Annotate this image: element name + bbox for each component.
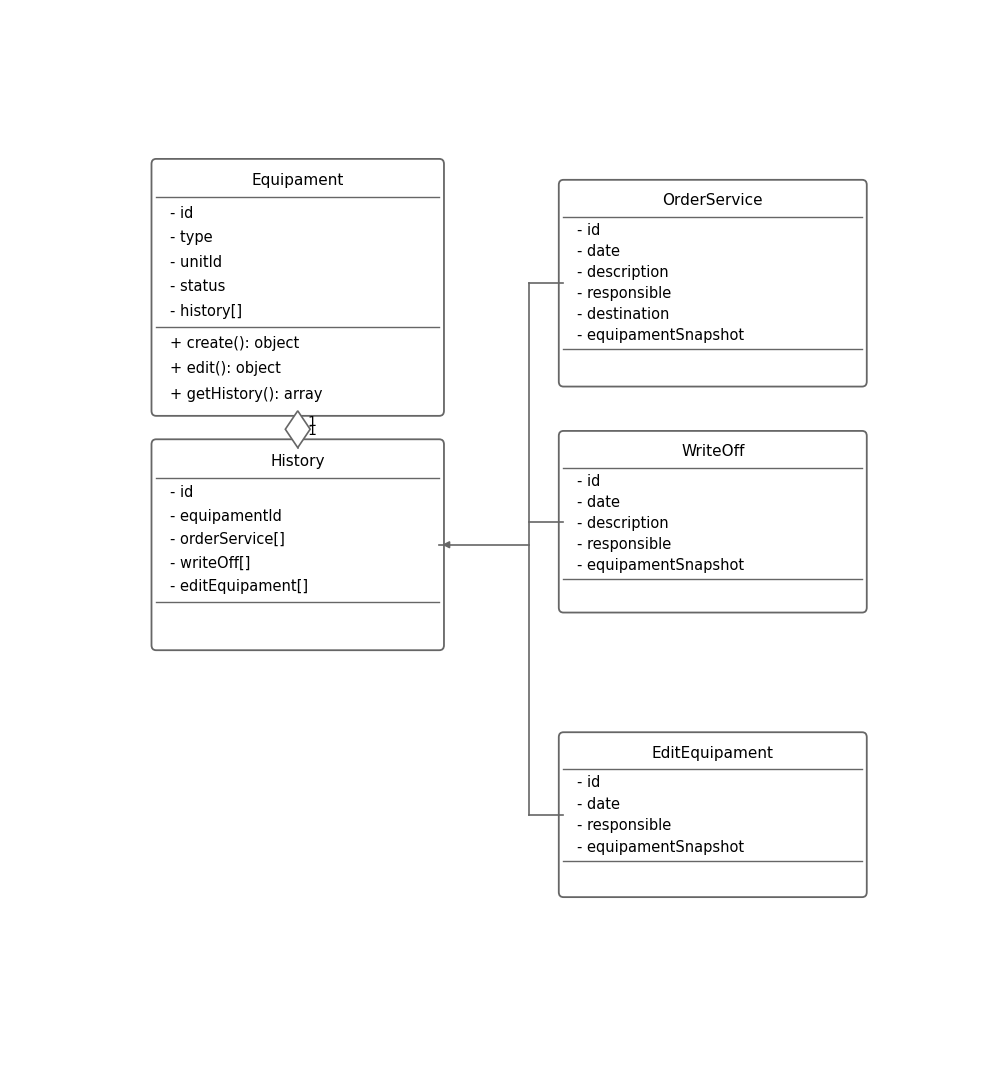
Text: - id: - id	[578, 223, 601, 238]
Text: - description: - description	[578, 516, 669, 530]
Text: - equipamentSnapshot: - equipamentSnapshot	[578, 840, 745, 854]
Text: - equipamentSnapshot: - equipamentSnapshot	[578, 558, 745, 573]
FancyBboxPatch shape	[559, 430, 867, 613]
Text: - history[]: - history[]	[170, 303, 242, 318]
Text: - responsible: - responsible	[578, 286, 672, 301]
Text: - destination: - destination	[578, 307, 670, 322]
Text: - responsible: - responsible	[578, 819, 672, 834]
Text: - orderService[]: - orderService[]	[170, 533, 285, 547]
Text: History: History	[270, 453, 325, 468]
Text: - description: - description	[578, 265, 669, 279]
Text: + getHistory(): array: + getHistory(): array	[170, 387, 322, 402]
Text: - date: - date	[578, 797, 621, 812]
Text: + create(): object: + create(): object	[170, 336, 299, 351]
Text: EditEquipament: EditEquipament	[652, 746, 774, 761]
Text: - date: - date	[578, 495, 621, 510]
FancyBboxPatch shape	[151, 159, 444, 416]
Text: - equipamentSnapshot: - equipamentSnapshot	[578, 328, 745, 342]
FancyBboxPatch shape	[559, 733, 867, 897]
Text: - id: - id	[578, 474, 601, 489]
Text: - editEquipament[]: - editEquipament[]	[170, 579, 308, 594]
Text: Equipament: Equipament	[251, 173, 344, 188]
Text: - id: - id	[578, 775, 601, 790]
Text: - writeOff[]: - writeOff[]	[170, 555, 250, 571]
Polygon shape	[285, 411, 310, 448]
Text: - equipamentId: - equipamentId	[170, 509, 282, 524]
Text: - type: - type	[170, 230, 213, 246]
Text: - unitId: - unitId	[170, 254, 222, 270]
FancyBboxPatch shape	[559, 179, 867, 387]
Text: - id: - id	[170, 486, 193, 500]
Text: - id: - id	[170, 205, 193, 221]
Text: + edit(): object: + edit(): object	[170, 362, 281, 376]
Text: 1: 1	[307, 415, 316, 429]
Text: WriteOff: WriteOff	[681, 445, 745, 460]
Text: 1: 1	[307, 424, 316, 438]
Text: - date: - date	[578, 243, 621, 259]
Text: OrderService: OrderService	[663, 193, 763, 209]
Text: - responsible: - responsible	[578, 537, 672, 552]
FancyBboxPatch shape	[151, 439, 444, 650]
Text: - status: - status	[170, 279, 225, 295]
